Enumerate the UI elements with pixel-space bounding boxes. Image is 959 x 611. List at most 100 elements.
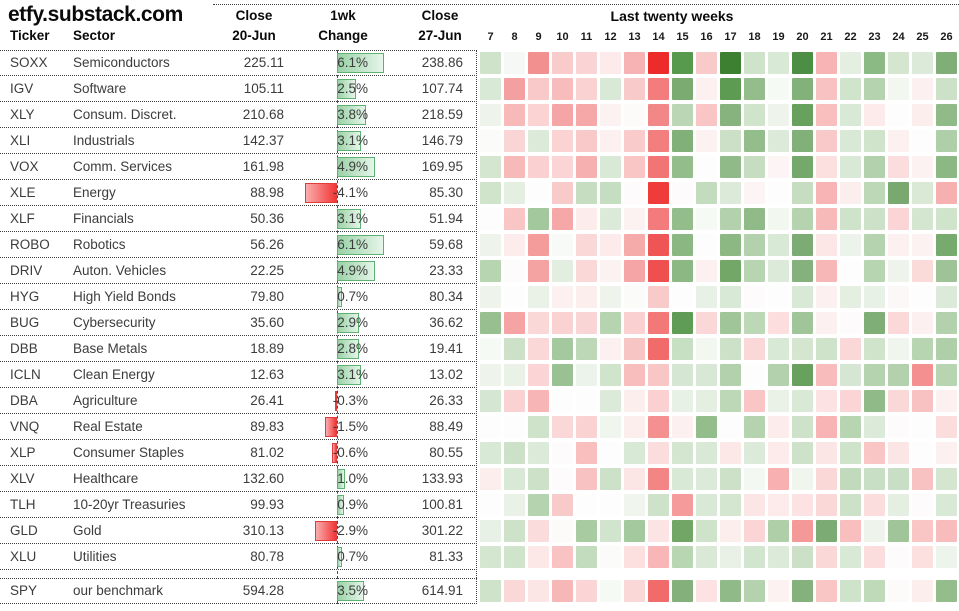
change-percent-cell: 3.8% <box>337 107 368 122</box>
heat-cell-week-26 <box>936 520 957 542</box>
heat-cell-week-16 <box>696 580 717 602</box>
heat-cell-week-14 <box>648 286 669 308</box>
table-row: XLI Industrials 142.37 3.1% 146.79 <box>0 128 959 154</box>
heat-cell-week-7 <box>480 580 501 602</box>
heat-cell-week-7 <box>480 104 501 126</box>
week-label-26: 26 <box>940 31 953 43</box>
column-header-1wk-change: 1wk Change <box>293 6 393 46</box>
heat-cell-week-17 <box>720 546 741 568</box>
change-percent-cell: 2.9% <box>337 315 368 330</box>
heat-cell-week-8 <box>504 520 525 542</box>
heat-cell-week-20 <box>792 234 813 256</box>
close-prev-date: 20-Jun <box>232 28 276 43</box>
heat-cell-week-12 <box>600 416 621 438</box>
heat-cell-week-12 <box>600 260 621 282</box>
heat-cell-week-22 <box>840 182 861 204</box>
close-20jun-cell: 225.11 <box>243 55 284 70</box>
heat-cell-week-18 <box>744 546 765 568</box>
change-bar <box>337 157 375 177</box>
heat-cell-week-8 <box>504 208 525 230</box>
sector-cell: Industrials <box>73 133 135 148</box>
heat-cell-week-17 <box>720 52 741 74</box>
heat-cell-week-13 <box>624 390 645 412</box>
heat-cell-week-24 <box>888 156 909 178</box>
heat-cell-week-13 <box>624 130 645 152</box>
week-label-18: 18 <box>748 31 761 43</box>
heat-cell-week-12 <box>600 208 621 230</box>
change-bar <box>337 79 357 99</box>
ticker-cell: XLP <box>10 445 36 460</box>
heat-cell-week-22 <box>840 338 861 360</box>
heat-cell-week-15 <box>672 78 693 100</box>
heat-cell-week-23 <box>864 580 885 602</box>
close-27jun-cell: 146.79 <box>421 133 463 148</box>
heat-cell-week-16 <box>696 52 717 74</box>
heat-cell-week-22 <box>840 494 861 516</box>
heat-cell-week-10 <box>552 260 573 282</box>
heat-cell-week-15 <box>672 494 693 516</box>
heat-cell-week-25 <box>912 78 933 100</box>
heat-cell-week-14 <box>648 580 669 602</box>
week-label-24: 24 <box>892 31 905 43</box>
heat-cell-week-7 <box>480 312 501 334</box>
row-divider <box>0 76 477 102</box>
change-bar <box>305 183 337 203</box>
week-label-21: 21 <box>820 31 833 43</box>
heat-cell-week-7 <box>480 208 501 230</box>
heat-cell-week-22 <box>840 234 861 256</box>
heat-cell-week-10 <box>552 442 573 464</box>
table-row: GLD Gold 310.13 -2.9% 301.22 <box>0 518 959 544</box>
heat-cell-week-24 <box>888 416 909 438</box>
heat-cell-week-24 <box>888 364 909 386</box>
heat-cell-week-9 <box>528 156 549 178</box>
heat-cell-week-11 <box>576 78 597 100</box>
heat-cell-week-10 <box>552 338 573 360</box>
heat-cell-week-11 <box>576 286 597 308</box>
heat-cell-week-15 <box>672 260 693 282</box>
heat-cell-week-9 <box>528 546 549 568</box>
heat-cell-week-23 <box>864 312 885 334</box>
heat-cell-week-17 <box>720 364 741 386</box>
heat-cell-week-17 <box>720 234 741 256</box>
change-bar <box>337 53 384 73</box>
heat-cell-week-22 <box>840 580 861 602</box>
close-27jun-cell: 218.59 <box>421 107 463 122</box>
heat-cell-week-15 <box>672 416 693 438</box>
week-label-25: 25 <box>916 31 929 43</box>
heat-cell-week-9 <box>528 442 549 464</box>
heat-cell-week-19 <box>768 52 789 74</box>
heat-cell-week-25 <box>912 364 933 386</box>
ticker-cell: HYG <box>10 289 40 304</box>
heat-cell-week-18 <box>744 234 765 256</box>
heat-cell-week-10 <box>552 416 573 438</box>
heat-cell-week-21 <box>816 234 837 256</box>
heat-cell-week-16 <box>696 130 717 152</box>
heat-cell-week-15 <box>672 312 693 334</box>
heat-cell-week-15 <box>672 580 693 602</box>
heat-cell-week-12 <box>600 364 621 386</box>
heat-cell-week-20 <box>792 156 813 178</box>
heat-cell-week-8 <box>504 286 525 308</box>
heat-cell-week-22 <box>840 416 861 438</box>
heat-cell-week-10 <box>552 234 573 256</box>
heat-cell-week-24 <box>888 520 909 542</box>
heat-cell-week-25 <box>912 182 933 204</box>
week-label-7: 7 <box>487 31 494 43</box>
change-bar <box>337 469 345 489</box>
row-divider <box>0 578 477 604</box>
close-20jun-cell: 81.02 <box>250 445 284 460</box>
heat-cell-week-16 <box>696 468 717 490</box>
heat-cell-week-13 <box>624 580 645 602</box>
heat-cell-week-19 <box>768 416 789 438</box>
change-bar <box>337 313 360 333</box>
heat-cell-week-20 <box>792 78 813 100</box>
heat-cell-week-25 <box>912 494 933 516</box>
heat-cell-week-19 <box>768 156 789 178</box>
heat-cell-week-7 <box>480 286 501 308</box>
heat-cell-week-18 <box>744 130 765 152</box>
heat-cell-week-10 <box>552 130 573 152</box>
heat-cell-week-20 <box>792 390 813 412</box>
heat-cell-week-13 <box>624 104 645 126</box>
heat-cell-week-8 <box>504 130 525 152</box>
heat-cell-week-10 <box>552 52 573 74</box>
